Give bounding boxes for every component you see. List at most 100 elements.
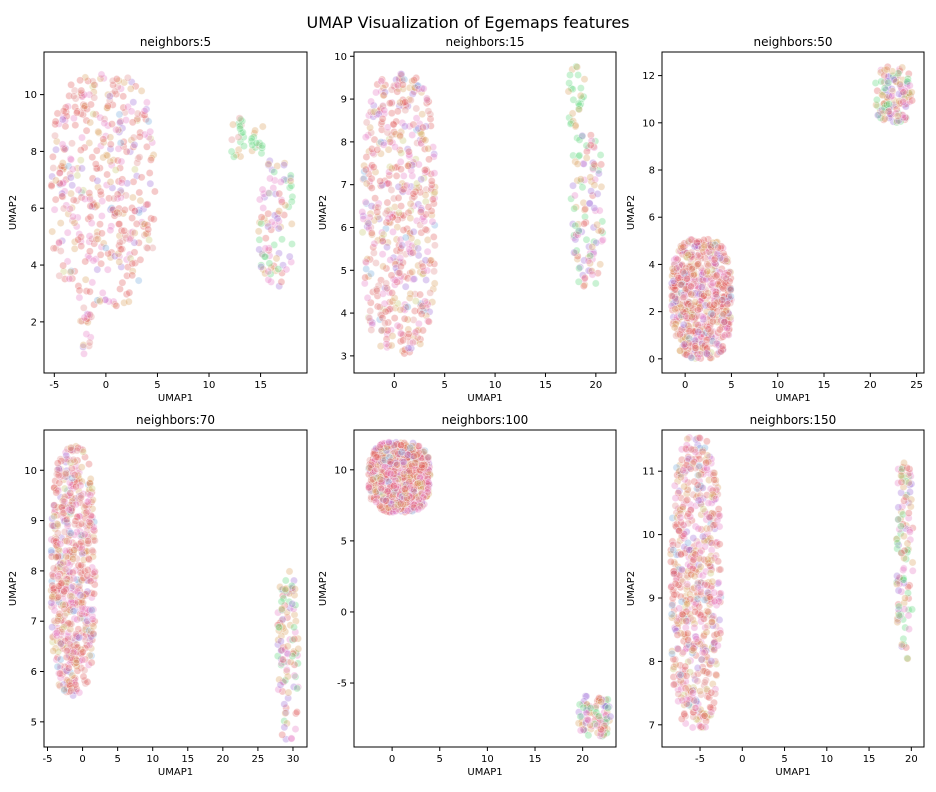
x-tick-label: 10	[820, 754, 833, 765]
data-point	[593, 189, 602, 198]
data-point	[702, 458, 711, 467]
data-point	[671, 579, 680, 588]
data-point	[276, 681, 285, 689]
y-axis-label: UMAP2	[318, 571, 329, 606]
data-point	[580, 697, 588, 706]
data-point	[86, 213, 95, 221]
data-point	[898, 63, 907, 72]
data-point	[264, 160, 273, 168]
data-point	[899, 634, 908, 643]
data-point	[59, 623, 68, 631]
data-point	[229, 120, 237, 129]
data-point	[291, 672, 300, 681]
data-point	[893, 112, 902, 120]
data-point	[68, 139, 76, 148]
data-point	[586, 704, 595, 712]
data-point	[264, 275, 273, 284]
data-point	[369, 248, 378, 257]
data-point	[365, 463, 374, 472]
data-point	[116, 245, 125, 254]
data-point	[405, 483, 414, 492]
data-point	[88, 615, 97, 624]
data-point	[391, 507, 400, 516]
data-point	[280, 211, 289, 219]
data-point	[71, 103, 79, 111]
data-point	[902, 643, 911, 652]
data-point	[77, 493, 85, 502]
data-point	[93, 164, 102, 173]
data-point	[574, 71, 582, 79]
x-tick-label: 15	[181, 754, 194, 765]
data-point	[131, 82, 140, 91]
data-point	[128, 267, 137, 275]
data-point	[430, 169, 439, 178]
data-point	[393, 321, 402, 330]
data-point	[892, 77, 901, 86]
data-point	[573, 255, 582, 263]
data-point	[397, 448, 406, 456]
data-point	[90, 589, 98, 598]
data-point	[61, 565, 70, 573]
data-point	[65, 677, 74, 686]
data-point	[387, 109, 396, 118]
data-point	[74, 561, 83, 570]
data-point	[98, 212, 106, 220]
data-point	[63, 559, 72, 567]
data-point	[428, 217, 437, 226]
data-point	[413, 238, 422, 247]
x-tick-label: 5	[728, 380, 734, 391]
data-point	[387, 271, 396, 280]
data-point	[908, 96, 916, 105]
data-point	[704, 325, 713, 334]
data-point	[679, 293, 688, 302]
data-point	[410, 500, 419, 509]
data-point	[711, 689, 720, 698]
data-point	[907, 88, 916, 97]
data-point	[291, 725, 300, 733]
data-point	[93, 176, 102, 185]
data-point	[689, 708, 698, 717]
data-point	[401, 106, 410, 115]
data-point	[427, 177, 436, 185]
data-point	[99, 138, 108, 147]
data-point	[143, 200, 152, 209]
data-point	[363, 293, 372, 302]
data-point	[49, 584, 58, 593]
data-point	[671, 494, 680, 502]
data-point	[70, 244, 79, 253]
data-point	[701, 723, 710, 731]
data-point	[112, 301, 121, 310]
data-point	[290, 610, 299, 619]
data-point	[283, 672, 292, 681]
data-point	[676, 670, 685, 679]
data-point	[366, 307, 375, 315]
data-point	[280, 700, 289, 709]
data-point	[706, 703, 715, 712]
data-point	[80, 555, 88, 564]
data-point	[50, 483, 59, 492]
data-point	[409, 189, 418, 198]
data-point	[424, 478, 433, 487]
data-point	[901, 102, 910, 111]
data-point	[369, 101, 378, 110]
data-point	[86, 310, 95, 319]
data-point	[88, 563, 97, 572]
subplot-6: -5 0 5 10 15 20 7 8 9 10 11 neighbors:150 UMAP1 UMAP2	[626, 413, 925, 778]
data-point	[690, 619, 699, 628]
data-point	[88, 278, 97, 287]
data-point	[897, 467, 906, 476]
data-point	[286, 171, 295, 180]
data-point	[873, 95, 881, 104]
data-point	[79, 341, 88, 349]
data-point	[85, 193, 94, 201]
data-point	[682, 671, 691, 680]
x-tick-label: 10	[489, 380, 502, 391]
data-point	[669, 546, 678, 554]
data-point	[903, 654, 912, 663]
data-point	[140, 111, 149, 119]
data-point	[101, 244, 110, 252]
data-point	[56, 219, 65, 227]
data-point	[86, 247, 94, 256]
data-point	[142, 229, 150, 238]
x-tick-label: 25	[910, 380, 923, 391]
